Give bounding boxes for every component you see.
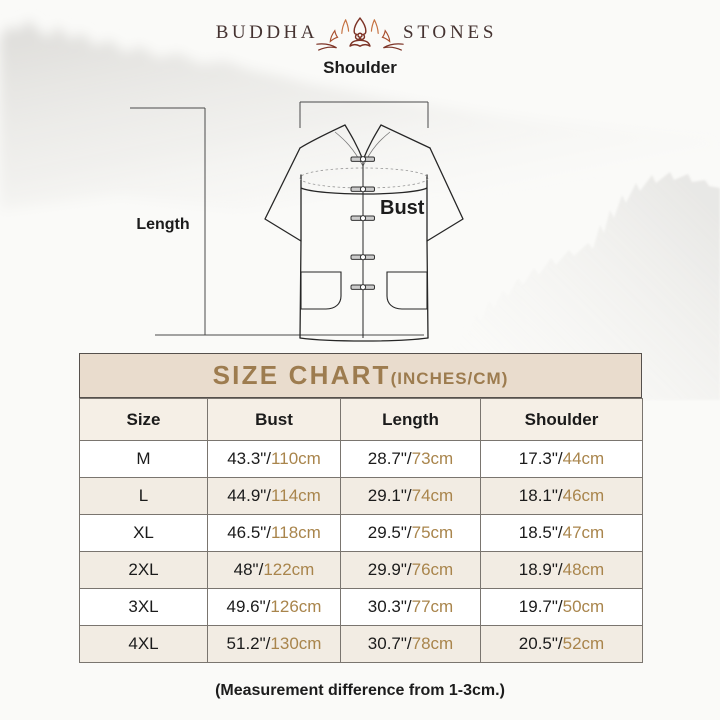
svg-text:Bust: Bust [380, 197, 425, 219]
svg-text:Length: Length [136, 216, 189, 233]
